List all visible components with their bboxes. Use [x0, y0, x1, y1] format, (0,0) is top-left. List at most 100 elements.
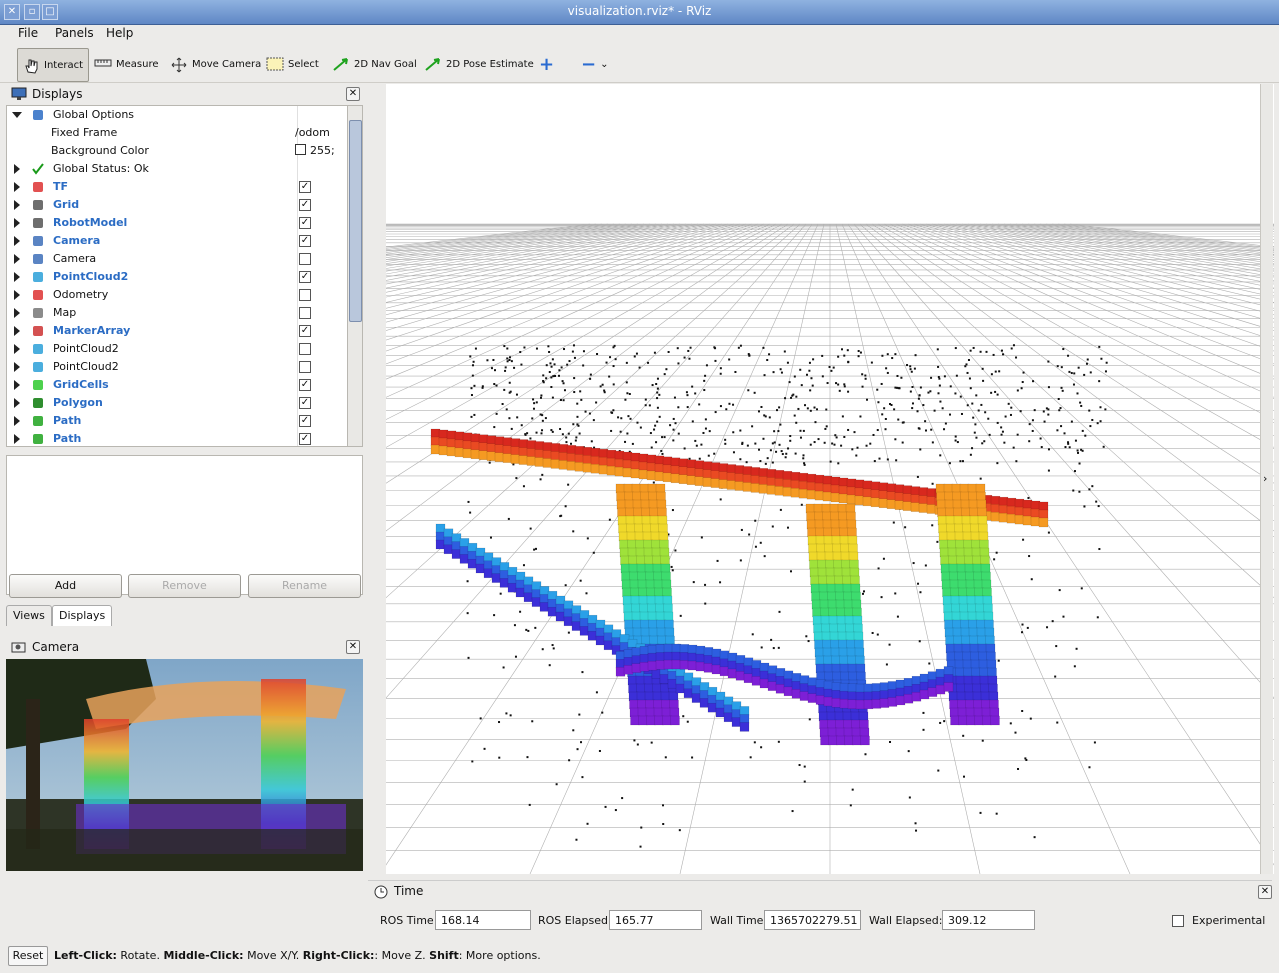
display-row[interactable]: TF ✓ [7, 178, 347, 196]
display-row[interactable]: PointCloud2 [7, 340, 347, 358]
interact-tool-button[interactable]: Interact [17, 48, 89, 82]
display-row[interactable]: Background Color 255; [7, 142, 347, 160]
expand-arrow-icon[interactable] [14, 326, 20, 336]
display-row[interactable]: GridCells ✓ [7, 376, 347, 394]
remove-display-button[interactable]: Remove [128, 574, 241, 598]
display-enabled-checkbox[interactable]: ✓ [299, 325, 311, 337]
expand-arrow-icon[interactable] [14, 200, 20, 210]
expand-arrow-icon[interactable] [14, 380, 20, 390]
displays-scrollbar[interactable] [347, 105, 363, 447]
expand-arrow-icon[interactable] [14, 434, 20, 444]
display-row[interactable]: Camera [7, 250, 347, 268]
display-row-label: Global Status: Ok [53, 162, 149, 175]
select-tool-button[interactable]: Select [262, 48, 323, 80]
display-enabled-checkbox[interactable] [299, 361, 311, 373]
display-enabled-checkbox[interactable]: ✓ [299, 433, 311, 445]
close-displays-panel-button[interactable]: ✕ [346, 87, 360, 101]
3d-render-viewport[interactable]: ‹ [386, 84, 1274, 874]
tab-displays[interactable]: Displays [52, 605, 113, 626]
display-enabled-checkbox[interactable] [299, 307, 311, 319]
ros-elapsed-field[interactable]: 165.77 [609, 910, 702, 930]
camera-image-view[interactable] [6, 659, 363, 871]
display-enabled-checkbox[interactable]: ✓ [299, 181, 311, 193]
display-row-value[interactable]: 255; [295, 144, 335, 157]
collapse-arrow-icon[interactable] [12, 112, 22, 118]
experimental-checkbox[interactable] [1172, 915, 1184, 927]
reset-button[interactable]: Reset [8, 946, 48, 966]
display-row-label: Grid [53, 198, 80, 211]
expand-arrow-icon[interactable] [14, 290, 20, 300]
tab-views[interactable]: Views [6, 605, 52, 626]
display-enabled-checkbox[interactable] [299, 343, 311, 355]
display-enabled-checkbox[interactable]: ✓ [299, 379, 311, 391]
menu-help[interactable]: Help [106, 26, 134, 40]
display-type-icon [31, 234, 45, 248]
display-row[interactable]: Path ✓ [7, 412, 347, 430]
time-panel-title: Time [394, 884, 424, 898]
move-arrows-icon [170, 57, 188, 73]
minimize-window-button[interactable]: ▫ [24, 4, 40, 20]
menu-panels[interactable]: Panels [55, 26, 94, 40]
display-enabled-checkbox[interactable] [299, 253, 311, 265]
expand-arrow-icon[interactable] [14, 164, 20, 174]
display-enabled-checkbox[interactable]: ✓ [299, 415, 311, 427]
right-dock-handle[interactable]: › [1260, 84, 1273, 874]
measure-label: Measure [116, 58, 159, 70]
display-type-icon [31, 270, 45, 284]
expand-arrow-icon[interactable] [14, 398, 20, 408]
wall-elapsed-field[interactable]: 309.12 [942, 910, 1035, 930]
maximize-window-button[interactable]: □ [42, 4, 58, 20]
display-type-icon [31, 288, 45, 302]
move-camera-tool-button[interactable]: Move Camera [166, 48, 265, 80]
display-enabled-checkbox[interactable]: ✓ [299, 271, 311, 283]
pose-estimate-tool-button[interactable]: 2D Pose Estimate [420, 48, 538, 80]
add-tool-button[interactable]: + [535, 48, 558, 80]
display-row-label: RobotModel [53, 216, 128, 229]
display-row[interactable]: PointCloud2 [7, 358, 347, 376]
close-time-panel-button[interactable]: ✕ [1258, 885, 1272, 899]
camera-icon [11, 642, 26, 653]
display-enabled-checkbox[interactable]: ✓ [299, 217, 311, 229]
expand-arrow-icon[interactable] [14, 272, 20, 282]
expand-arrow-icon[interactable] [14, 362, 20, 372]
display-row[interactable]: Fixed Frame/odom [7, 124, 347, 142]
expand-arrow-icon[interactable] [14, 218, 20, 228]
display-row[interactable]: Global Options [7, 106, 347, 124]
expand-arrow-icon[interactable] [14, 416, 20, 426]
display-row[interactable]: Map [7, 304, 347, 322]
hint-left-click: Left-Click: [54, 949, 117, 962]
display-row[interactable]: MarkerArray ✓ [7, 322, 347, 340]
expand-arrow-icon[interactable] [14, 308, 20, 318]
expand-arrow-icon[interactable] [14, 236, 20, 246]
wall-time-field[interactable]: 1365702279.51 [764, 910, 861, 930]
display-enabled-checkbox[interactable] [299, 289, 311, 301]
measure-tool-button[interactable]: Measure [90, 48, 163, 80]
display-row[interactable]: Odometry [7, 286, 347, 304]
display-row[interactable]: RobotModel ✓ [7, 214, 347, 232]
display-row[interactable]: PointCloud2 ✓ [7, 268, 347, 286]
display-enabled-checkbox[interactable]: ✓ [299, 235, 311, 247]
display-row[interactable]: Camera ✓ [7, 232, 347, 250]
display-row[interactable]: Grid ✓ [7, 196, 347, 214]
close-window-button[interactable]: ✕ [4, 4, 20, 20]
ros-time-field[interactable]: 168.14 [435, 910, 531, 930]
expand-arrow-icon[interactable] [14, 254, 20, 264]
nav-goal-tool-button[interactable]: 2D Nav Goal [328, 48, 421, 80]
display-row-value[interactable]: /odom [295, 126, 330, 139]
title-bar: ✕ ▫ □ visualization.rviz* - RViz [0, 0, 1279, 25]
display-enabled-checkbox[interactable]: ✓ [299, 199, 311, 211]
display-enabled-checkbox[interactable]: ✓ [299, 397, 311, 409]
nav-goal-label: 2D Nav Goal [354, 58, 417, 70]
display-row[interactable]: Polygon ✓ [7, 394, 347, 412]
remove-tool-button[interactable]: − ⌄ [577, 48, 612, 80]
menu-file[interactable]: File [18, 26, 39, 40]
ros-elapsed-label: ROS Elapsed: [538, 914, 612, 927]
display-row[interactable]: Global Status: Ok [7, 160, 347, 178]
scrollbar-thumb[interactable] [349, 120, 362, 322]
rename-display-button[interactable]: Rename [248, 574, 361, 598]
close-camera-panel-button[interactable]: ✕ [346, 640, 360, 654]
expand-arrow-icon[interactable] [14, 182, 20, 192]
display-row[interactable]: Path ✓ [7, 430, 347, 446]
add-display-button[interactable]: Add [9, 574, 122, 598]
expand-arrow-icon[interactable] [14, 344, 20, 354]
